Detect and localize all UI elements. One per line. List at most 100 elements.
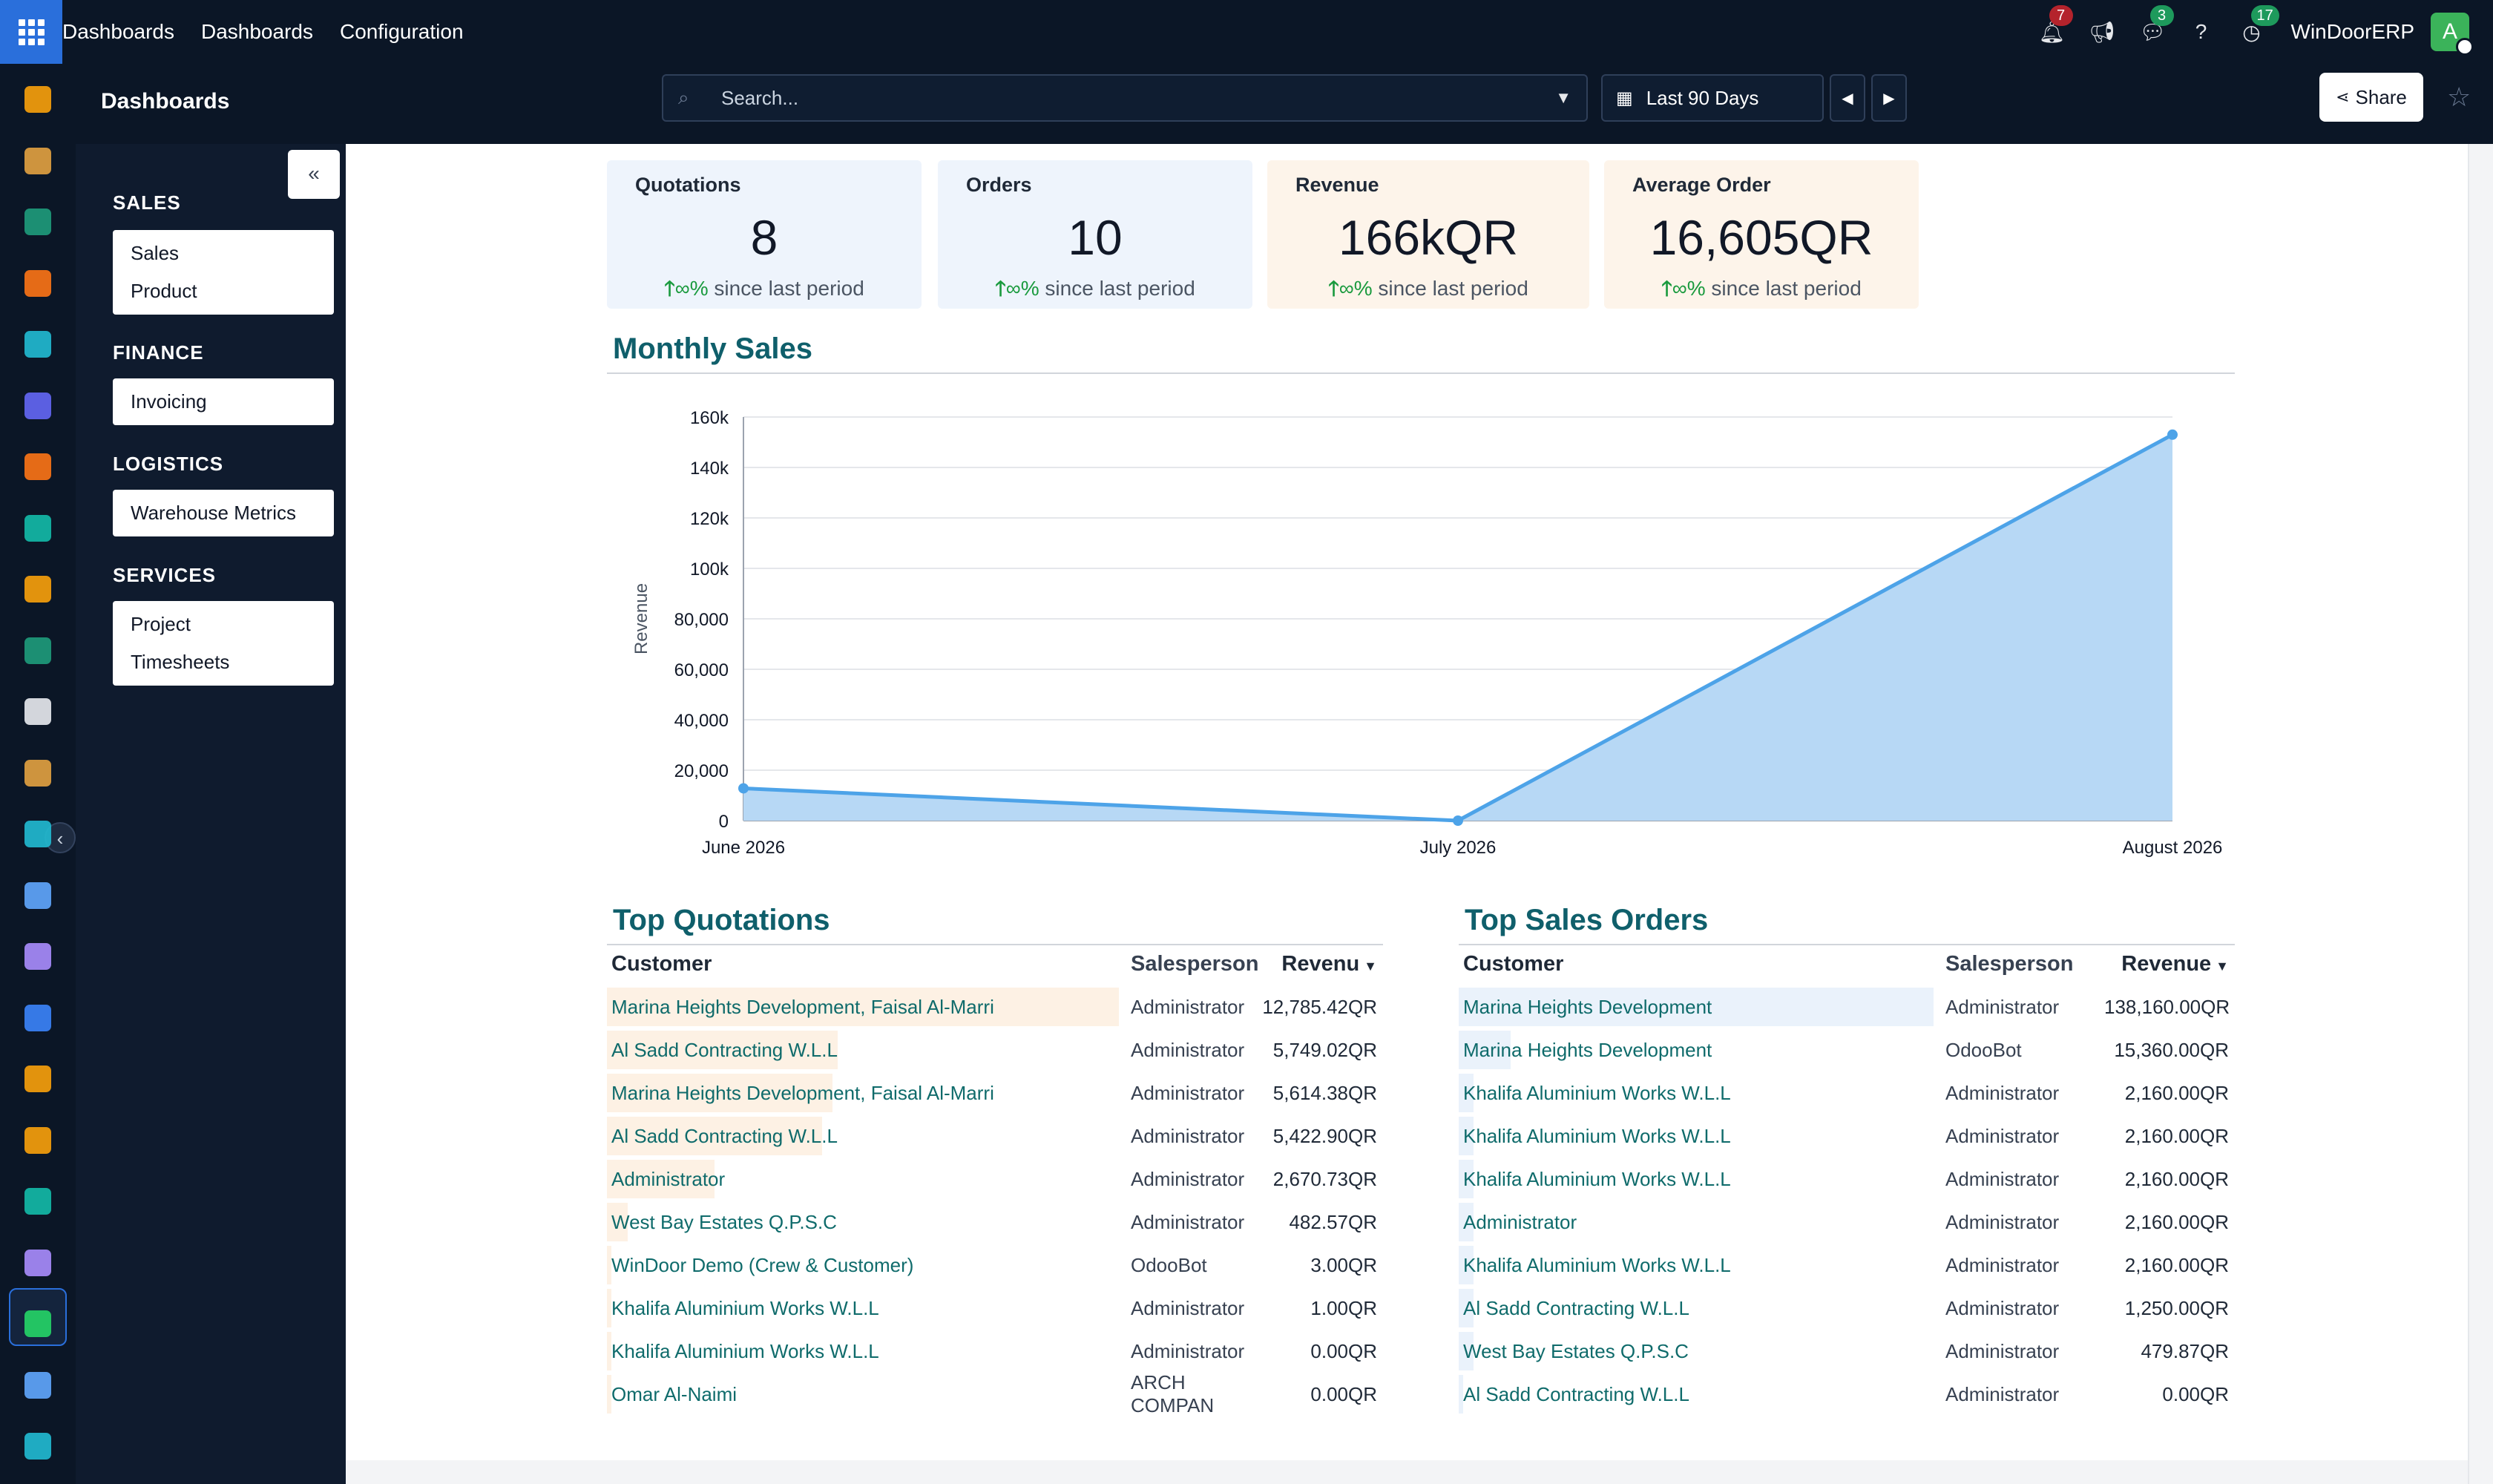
column-header-customer[interactable]: Customer [1459, 945, 1941, 983]
customer-link[interactable]: Marina Heights Development, Faisal Al-Ma… [611, 995, 994, 1018]
table-row[interactable]: Al Sadd Contracting W.L.L Administrator 5,… [607, 1028, 1383, 1071]
table-row[interactable]: Khalifa Aluminium Works W.L.L Administrat… [607, 1287, 1383, 1330]
app-menu-button[interactable] [0, 0, 62, 64]
customer-link[interactable]: Marina Heights Development, Faisal Al-Ma… [611, 1081, 994, 1104]
customer-link[interactable]: Marina Heights Development [1463, 995, 1712, 1018]
data-point[interactable] [738, 783, 749, 794]
customer-link[interactable]: WinDoor Demo (Crew & Customer) [611, 1253, 914, 1276]
employees-app-icon[interactable] [24, 637, 51, 664]
caret-down-icon[interactable]: ▼ [1555, 88, 1571, 107]
accounting-app-icon[interactable] [24, 1004, 51, 1031]
customer-link[interactable]: Khalifa Aluminium Works W.L.L [1463, 1167, 1731, 1190]
notifications-button[interactable]: 🔔︎ 7 [2039, 4, 2073, 45]
data-point[interactable] [1453, 815, 1463, 826]
table-row[interactable]: Marina Heights Development, Faisal Al-Ma… [607, 985, 1383, 1028]
customer-link[interactable]: Khalifa Aluminium Works W.L.L [611, 1339, 879, 1362]
table-row[interactable]: Khalifa Aluminium Works W.L.L Administrat… [1459, 1244, 2235, 1287]
inventory-app-icon[interactable] [24, 514, 51, 542]
column-header-salesperson[interactable]: Salesperson [1945, 951, 2074, 976]
table-row[interactable]: Marina Heights Development Administrator 1… [1459, 985, 2235, 1028]
knowledge-app-icon[interactable] [24, 881, 51, 909]
activities-button[interactable]: ◷ 17 [2241, 4, 2279, 45]
contacts-app-icon[interactable] [24, 209, 51, 235]
collapse-sidebar-button[interactable]: « [288, 150, 340, 199]
apps-store-icon[interactable] [24, 943, 51, 970]
customer-link[interactable]: Administrator [611, 1167, 726, 1190]
table-row[interactable]: Al Sadd Contracting W.L.L Administrator 1,… [1459, 1287, 2235, 1330]
sign-app-icon[interactable] [24, 1188, 51, 1215]
column-header-salesperson[interactable]: Salesperson [1131, 951, 1259, 976]
table-row[interactable]: Khalifa Aluminium Works W.L.L Administrat… [1459, 1114, 2235, 1158]
column-header-customer[interactable]: Customer [607, 945, 1126, 983]
column-header-revenue[interactable]: Revenue ▼ [2104, 952, 2235, 976]
table-row[interactable]: Khalifa Aluminium Works W.L.L Administrat… [607, 1330, 1383, 1373]
sales-app-icon[interactable] [24, 86, 51, 113]
customer-link[interactable]: Khalifa Aluminium Works W.L.L [1463, 1253, 1731, 1276]
studio-app-icon[interactable] [24, 147, 51, 174]
company-switcher[interactable]: WinDoorERP [2290, 20, 2414, 43]
monthly-sales-chart[interactable]: 0 20,000 40,000 60,000 80,000 100k 120k 140k 160… [625, 386, 2257, 876]
sidebar-item-project[interactable]: Project [131, 613, 191, 635]
table-row[interactable]: Marina Heights Development, Faisal Al-Ma… [607, 1071, 1383, 1114]
data-point[interactable] [2167, 429, 2178, 440]
table-row[interactable]: Administrator Administrator 2,670.73QR [607, 1158, 1383, 1201]
table-row[interactable]: Khalifa Aluminium Works W.L.L Administrat… [1459, 1158, 2235, 1201]
email-marketing-app-icon[interactable] [24, 392, 51, 419]
table-row[interactable]: Administrator Administrator 2,160.00QR [1459, 1201, 2235, 1244]
dashboards-app-icon[interactable] [24, 1249, 51, 1276]
sidebar-item-product[interactable]: Product [131, 280, 197, 302]
customer-link[interactable]: Administrator [1463, 1210, 1577, 1233]
website-2-app-icon[interactable] [24, 1433, 51, 1460]
reporting-app-icon[interactable] [24, 576, 51, 603]
customer-link[interactable]: Al Sadd Contracting W.L.L [1463, 1296, 1689, 1319]
date-range-button[interactable]: ▦ Last 90 Days [1601, 74, 1824, 122]
sidebar-item-invoicing[interactable]: Invoicing [131, 390, 207, 413]
customer-link[interactable]: Khalifa Aluminium Works W.L.L [611, 1296, 879, 1319]
customer-link[interactable]: Al Sadd Contracting W.L.L [611, 1124, 838, 1147]
kpi-card-orders[interactable]: Orders 10 🡑∞% since last period [938, 160, 1252, 309]
products-app-icon[interactable] [24, 698, 51, 725]
calendar-app-icon[interactable] [24, 1126, 51, 1154]
table-row[interactable]: Omar Al-Naimi ARCH COMPAN 0.00QR [607, 1371, 1383, 1416]
table-row[interactable]: WinDoor Demo (Crew & Customer) OdooBot 3.0… [607, 1244, 1383, 1287]
customer-link[interactable]: Al Sadd Contracting W.L.L [611, 1038, 838, 1061]
menu-app-name[interactable]: Dashboards [62, 20, 174, 43]
livechat-app-icon[interactable] [24, 453, 51, 480]
kpi-card-average-order[interactable]: Average Order 16,605QR 🡑∞% since last pe… [1604, 160, 1919, 309]
time-off-app-icon[interactable] [24, 1371, 51, 1399]
help-button[interactable]: ? [2190, 20, 2213, 44]
table-row[interactable]: Al Sadd Contracting W.L.L Administrator 5,… [607, 1114, 1383, 1158]
sidebar-item-sales[interactable]: Sales [131, 242, 180, 264]
discuss-app-icon[interactable] [24, 269, 51, 297]
customer-link[interactable]: Omar Al-Naimi [611, 1382, 738, 1405]
table-row[interactable]: West Bay Estates Q.P.S.C Administrator 482… [607, 1201, 1383, 1244]
table-row[interactable]: Marina Heights Development OdooBot 15,360.… [1459, 1028, 2235, 1071]
column-header-revenue[interactable]: Revenu ▼ [1260, 952, 1383, 976]
settings-app-icon[interactable] [24, 759, 51, 787]
menu-dashboards[interactable]: Dashboards [200, 20, 313, 43]
whatsapp-app-icon[interactable] [24, 1310, 51, 1337]
favorite-star-icon[interactable]: ☆ [2447, 82, 2471, 112]
announcements-button[interactable]: 📢︎ [2089, 20, 2116, 45]
customer-link[interactable]: West Bay Estates Q.P.S.C [611, 1210, 837, 1233]
previous-period-button[interactable]: ◀ [1830, 74, 1865, 122]
sidebar-item-warehouse-metrics[interactable]: Warehouse Metrics [131, 502, 296, 524]
customer-link[interactable]: Khalifa Aluminium Works W.L.L [1463, 1124, 1731, 1147]
messages-button[interactable]: 💬︎ 3 [2140, 4, 2174, 45]
website-app-icon[interactable] [24, 331, 51, 358]
menu-configuration[interactable]: Configuration [339, 20, 464, 43]
user-avatar[interactable]: A [2431, 13, 2474, 56]
share-button[interactable]: ⋖ Share [2319, 73, 2423, 122]
table-row[interactable]: West Bay Estates Q.P.S.C Administrator 479… [1459, 1330, 2235, 1373]
customer-link[interactable]: Al Sadd Contracting W.L.L [1463, 1382, 1689, 1405]
sidebar-item-timesheets[interactable]: Timesheets [131, 651, 230, 673]
customer-link[interactable]: Khalifa Aluminium Works W.L.L [1463, 1081, 1731, 1104]
kpi-card-quotations[interactable]: Quotations 8 🡑∞% since last period [607, 160, 922, 309]
kpi-card-revenue[interactable]: Revenue 166kQR 🡑∞% since last period [1267, 160, 1589, 309]
project-app-icon[interactable] [24, 821, 51, 847]
table-row[interactable]: Khalifa Aluminium Works W.L.L Administrat… [1459, 1071, 2235, 1114]
table-row[interactable]: Al Sadd Contracting W.L.L Administrator 0.… [1459, 1373, 2235, 1416]
team-app-icon[interactable] [24, 1066, 51, 1092]
search-input[interactable]: ⌕ Search... ▼ [662, 74, 1588, 122]
next-period-button[interactable]: ▶ [1871, 74, 1907, 122]
